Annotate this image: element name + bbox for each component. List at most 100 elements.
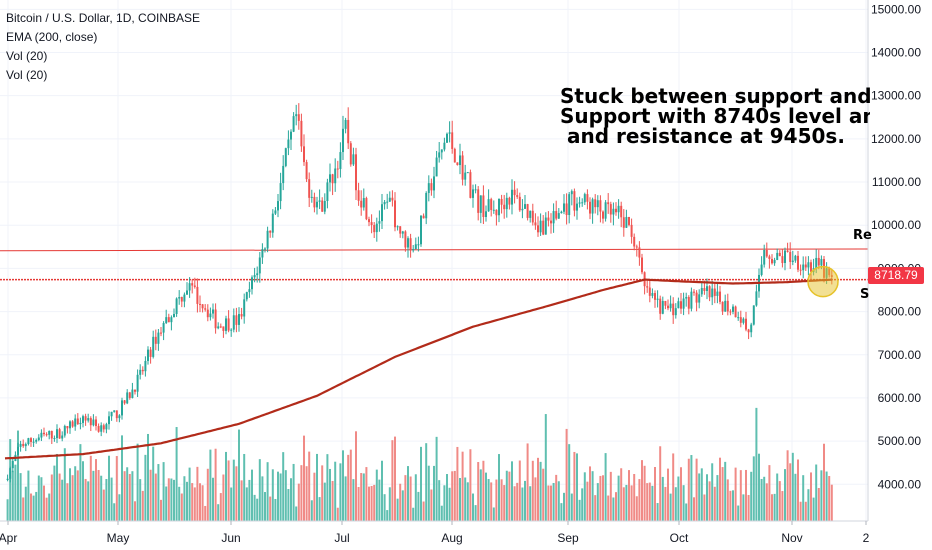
volume-bar bbox=[672, 453, 675, 521]
candle-body bbox=[734, 306, 737, 318]
y-tick-label: 7000.00 bbox=[878, 348, 922, 362]
candle-body bbox=[271, 213, 274, 233]
candle-body bbox=[256, 273, 259, 276]
volume-bar bbox=[56, 453, 58, 521]
y-tick-label: 5000.00 bbox=[878, 434, 922, 448]
legend-ema[interactable]: EMA (200, close) bbox=[6, 30, 98, 44]
volume-bar bbox=[716, 475, 719, 521]
candle-body bbox=[282, 165, 285, 184]
volume-bar bbox=[773, 493, 776, 521]
candle-body bbox=[196, 286, 199, 304]
candle-body bbox=[799, 269, 802, 271]
volume-bar bbox=[313, 472, 316, 521]
volume-bar bbox=[791, 452, 794, 521]
annotation-line-3: and resistance at 9450s. bbox=[560, 124, 845, 146]
candle-body bbox=[781, 256, 784, 264]
text-annotation[interactable]: Stuck between support and re Support with… bbox=[560, 86, 870, 146]
volume-bars bbox=[6, 407, 833, 521]
volume-bar bbox=[170, 478, 173, 521]
volume-bar bbox=[563, 492, 565, 521]
x-tick-label: Jun bbox=[221, 531, 240, 545]
candle-body bbox=[695, 292, 698, 303]
volume-bar bbox=[227, 460, 230, 521]
candle-body bbox=[17, 446, 19, 455]
candle-body bbox=[755, 291, 758, 306]
volume-bar bbox=[589, 466, 591, 521]
volume-bar bbox=[30, 493, 32, 521]
volume-bar bbox=[74, 466, 77, 521]
volume-bar bbox=[105, 479, 108, 521]
volume-bar bbox=[651, 485, 654, 521]
candle-body bbox=[235, 315, 238, 325]
candle-body bbox=[479, 195, 482, 213]
volume-bar bbox=[417, 491, 420, 521]
volume-bar bbox=[516, 482, 519, 521]
volume-bar bbox=[167, 478, 170, 521]
candle-body bbox=[349, 143, 352, 165]
candle-body bbox=[651, 293, 654, 296]
volume-bar bbox=[771, 494, 773, 521]
candle-body bbox=[570, 191, 573, 195]
candle-body bbox=[105, 424, 108, 430]
candle-body bbox=[602, 211, 604, 219]
candle-body bbox=[804, 264, 807, 268]
volume-bar bbox=[76, 470, 79, 521]
candle-body bbox=[193, 285, 196, 287]
volume-bar bbox=[388, 487, 391, 521]
volume-bar bbox=[139, 479, 142, 521]
volume-bar bbox=[654, 467, 656, 521]
volume-bar bbox=[602, 475, 604, 521]
y-tick-label: 14000.00 bbox=[871, 45, 921, 59]
candle-body bbox=[791, 260, 794, 262]
candle-body bbox=[518, 196, 521, 211]
volume-bar bbox=[45, 497, 48, 521]
candle-body bbox=[167, 317, 170, 323]
volume-bar bbox=[422, 501, 425, 521]
legend-symbol[interactable]: Bitcoin / U.S. Dollar, 1D, COINBASE bbox=[6, 11, 201, 25]
price-axis[interactable]: 15000.00 14000.00 13000.00 12000.00 11000.00… bbox=[871, 2, 921, 491]
candle-body bbox=[713, 288, 716, 296]
volume-bar bbox=[760, 478, 763, 521]
volume-bar bbox=[326, 454, 329, 521]
highlight-circle bbox=[807, 265, 839, 298]
candle-body bbox=[700, 288, 703, 295]
candle-body bbox=[591, 199, 594, 214]
volume-bar bbox=[316, 453, 318, 521]
volume-bar bbox=[472, 493, 474, 521]
volume-bar bbox=[687, 458, 690, 521]
volume-bar bbox=[713, 486, 716, 521]
candle-body bbox=[165, 317, 168, 324]
candle-body bbox=[472, 189, 474, 198]
candle-body bbox=[240, 314, 243, 317]
volume-bar bbox=[721, 467, 724, 521]
volume-bar bbox=[97, 469, 100, 521]
volume-bar bbox=[217, 504, 220, 521]
candle-body bbox=[404, 231, 407, 248]
resistance-line[interactable] bbox=[0, 248, 869, 252]
volume-bar bbox=[131, 471, 134, 521]
volume-bar bbox=[446, 474, 448, 521]
volume-bar bbox=[529, 486, 532, 521]
legend-volume-2[interactable]: Vol (20) bbox=[6, 68, 48, 82]
candle-body bbox=[737, 317, 740, 319]
volume-bar bbox=[576, 453, 578, 521]
candle-body bbox=[521, 208, 524, 211]
volume-bar bbox=[113, 503, 116, 521]
volume-bar bbox=[329, 468, 331, 521]
volume-bar bbox=[534, 477, 537, 521]
time-axis[interactable]: Apr May Jun Jul Aug Sep Oct Nov 2 bbox=[0, 521, 870, 545]
volume-bar bbox=[586, 481, 589, 521]
volume-bar bbox=[443, 485, 446, 521]
candle-body bbox=[630, 224, 633, 237]
candle-body bbox=[430, 183, 433, 191]
candle-body bbox=[157, 332, 160, 344]
candle-body bbox=[48, 430, 51, 435]
last-price-badge: 8718.79 bbox=[868, 267, 924, 284]
volume-bar bbox=[459, 478, 461, 521]
volume-bar bbox=[625, 484, 628, 521]
legend-volume-1[interactable]: Vol (20) bbox=[6, 49, 48, 63]
candle-body bbox=[115, 410, 118, 419]
candle-body bbox=[160, 332, 162, 334]
volume-bar bbox=[128, 473, 131, 521]
